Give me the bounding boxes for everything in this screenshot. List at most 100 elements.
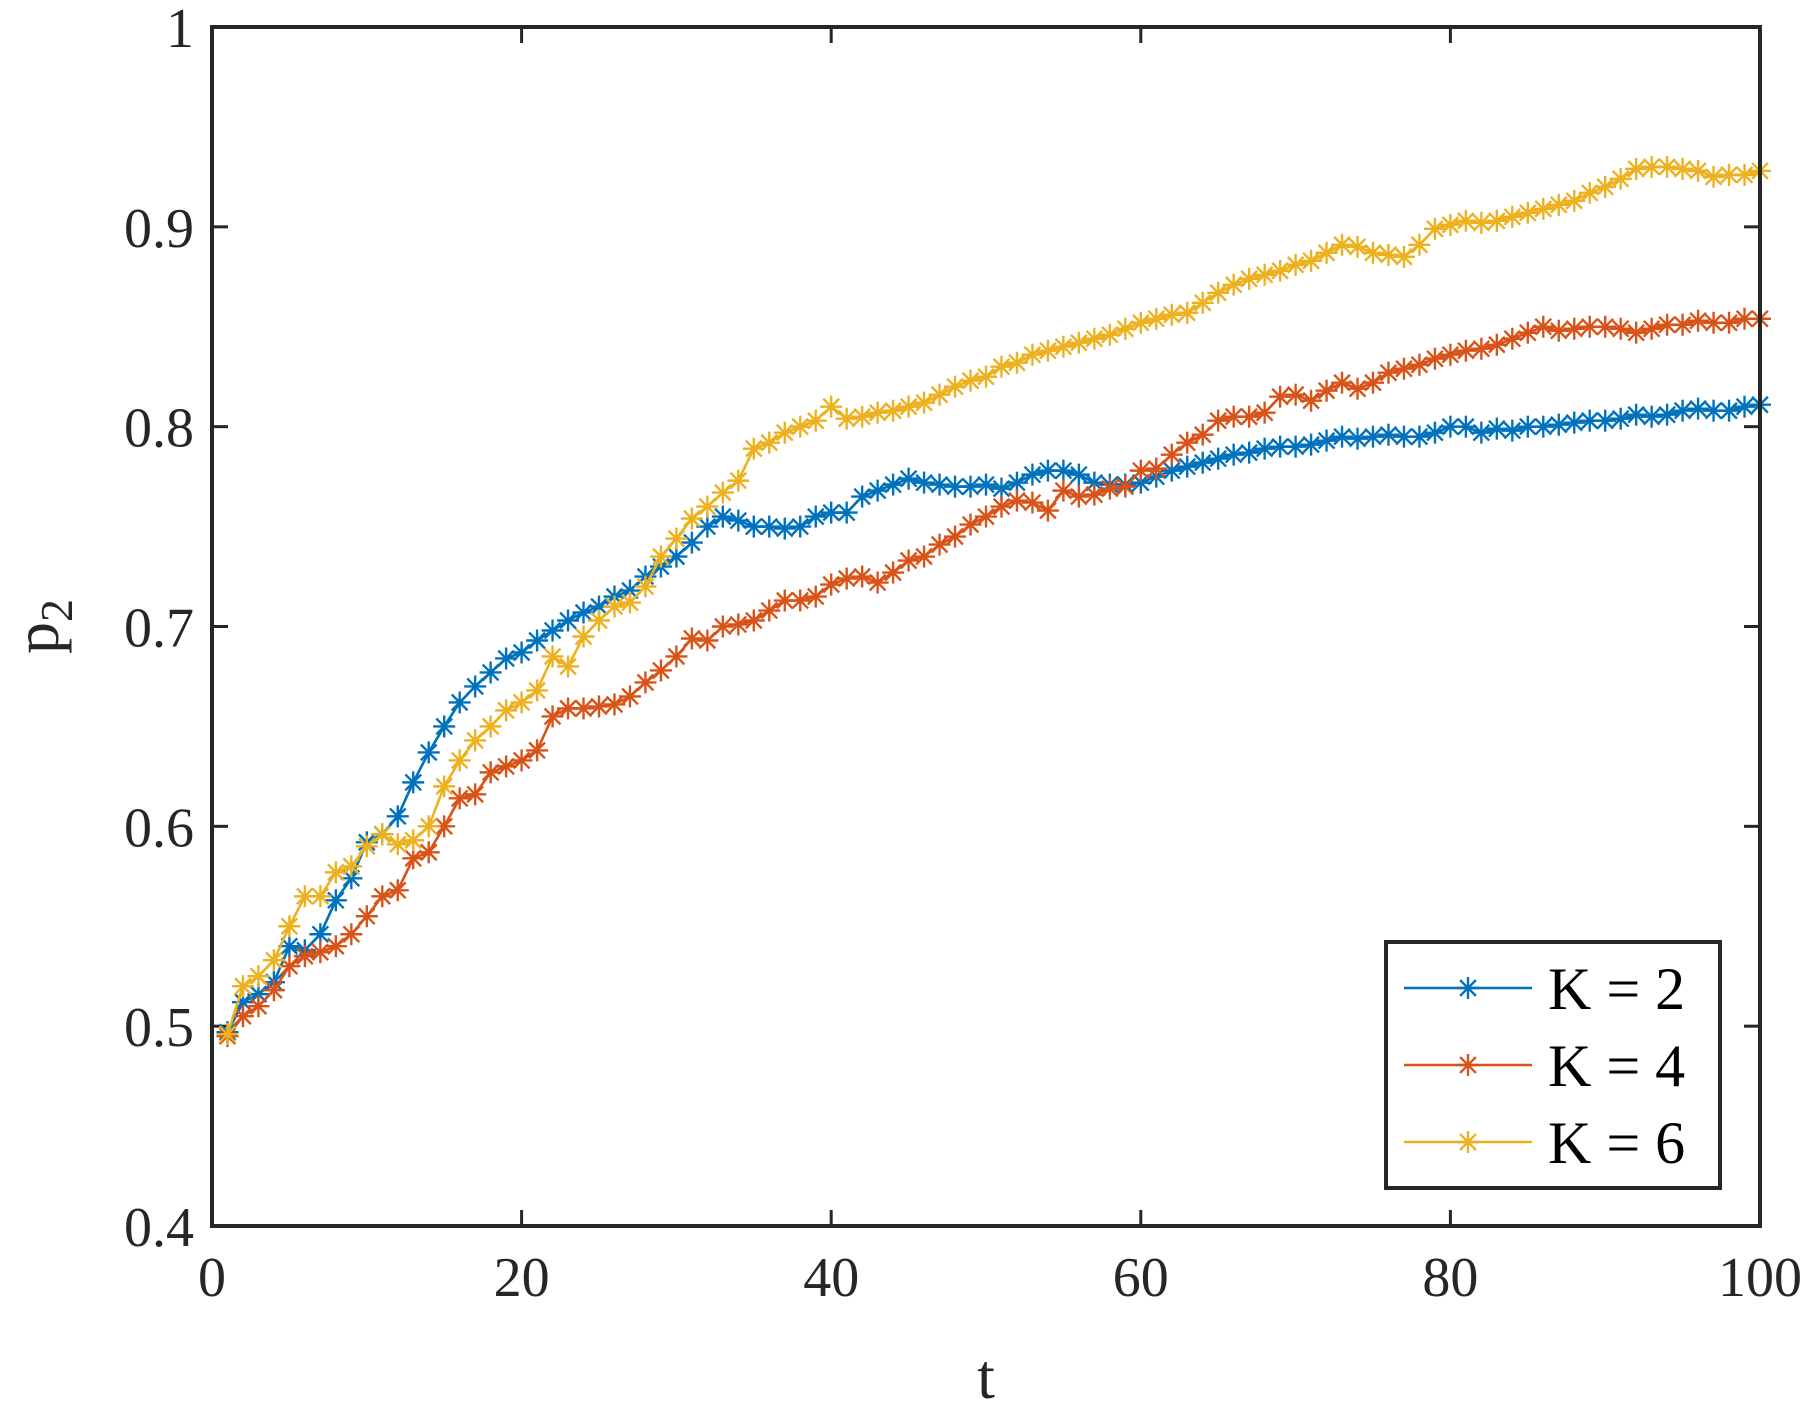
data-point [1547, 193, 1570, 216]
data-point [1470, 337, 1493, 360]
data-point [1067, 331, 1090, 354]
data-point [835, 567, 858, 590]
data-point [1423, 347, 1446, 370]
data-point [495, 755, 518, 778]
data-point [727, 469, 750, 492]
data-point [247, 995, 270, 1018]
data-point [1160, 303, 1183, 326]
data-point [928, 533, 951, 556]
series-layer [216, 155, 1771, 1048]
legend-label: K = 4 [1548, 1033, 1685, 1099]
data-point [1331, 371, 1354, 394]
data-point [975, 505, 997, 528]
data-point [1331, 233, 1354, 256]
data-point [1532, 315, 1555, 338]
data-point [727, 613, 750, 636]
data-point [495, 699, 518, 722]
data-point [1067, 485, 1090, 508]
data-point [572, 697, 595, 720]
data-point [1594, 175, 1617, 198]
data-point [1315, 241, 1338, 264]
data-point [897, 549, 920, 572]
data-point [1238, 267, 1261, 290]
data-point [1145, 457, 1168, 480]
series-2 [216, 307, 1771, 1048]
data-point [758, 599, 781, 622]
data-point [1671, 313, 1694, 336]
data-point [1036, 459, 1059, 482]
data-point [510, 749, 533, 772]
data-point [1269, 385, 1292, 408]
data-point [1625, 321, 1648, 344]
data-point [820, 573, 843, 596]
data-point [1083, 483, 1106, 506]
data-point [1021, 463, 1044, 486]
data-point [1005, 489, 1028, 512]
data-point [278, 955, 301, 978]
legend: K = 2 K = 4 K = 6 [1384, 940, 1722, 1190]
data-point [851, 485, 874, 508]
series-3 [216, 155, 1771, 1046]
data-point [1718, 311, 1741, 334]
data-point [603, 693, 626, 716]
legend-entry: K = 2 [1404, 956, 1685, 1022]
data-point [1687, 397, 1710, 420]
data-point [1625, 157, 1648, 180]
legend-box [1384, 940, 1722, 1190]
data-point [464, 729, 487, 752]
data-point [696, 495, 719, 518]
data-point [1098, 323, 1121, 346]
data-point [247, 965, 270, 988]
data-point [1176, 431, 1199, 454]
y-axis-label-subscript: 2 [31, 599, 82, 622]
data-point [773, 517, 796, 540]
data-point [479, 715, 502, 738]
data-point [402, 771, 425, 794]
data-point [913, 545, 936, 568]
data-point [665, 645, 688, 668]
data-point [371, 823, 394, 846]
data-point [913, 391, 936, 414]
data-point [1207, 409, 1230, 432]
data-point [1346, 235, 1369, 258]
data-point [1052, 459, 1075, 482]
data-point [1501, 205, 1524, 228]
data-point [1160, 443, 1183, 466]
y-tick-label: 1 [166, 0, 194, 60]
data-point [355, 905, 378, 928]
data-point [1702, 165, 1725, 188]
data-point [1346, 377, 1369, 400]
data-point [1454, 339, 1477, 362]
data-point [433, 715, 456, 738]
data-point [309, 885, 332, 908]
data-point [448, 787, 471, 810]
data-point [1222, 443, 1245, 466]
data-point [835, 407, 858, 430]
data-point [526, 739, 549, 762]
data-point [758, 515, 781, 538]
data-point [1021, 491, 1044, 514]
data-point [711, 481, 734, 504]
y-tick-label: 0.5 [124, 997, 194, 1059]
data-point [851, 405, 874, 428]
data-point [1207, 281, 1230, 304]
data-point [1439, 213, 1462, 236]
y-tick-label: 0.6 [124, 797, 194, 859]
data-point [1284, 253, 1307, 276]
data-point [866, 571, 889, 594]
data-point [1129, 311, 1152, 334]
legend-marker [1457, 1054, 1479, 1076]
data-point [448, 691, 471, 714]
data-point [758, 431, 781, 454]
data-point [1253, 437, 1276, 460]
data-point [541, 705, 564, 728]
data-point [309, 941, 332, 964]
data-point [1331, 425, 1354, 448]
data-point [510, 691, 533, 714]
data-point [1392, 245, 1415, 268]
data-point [386, 805, 409, 828]
data-point [386, 833, 409, 856]
data-point [216, 1023, 239, 1046]
data-point [340, 855, 363, 878]
